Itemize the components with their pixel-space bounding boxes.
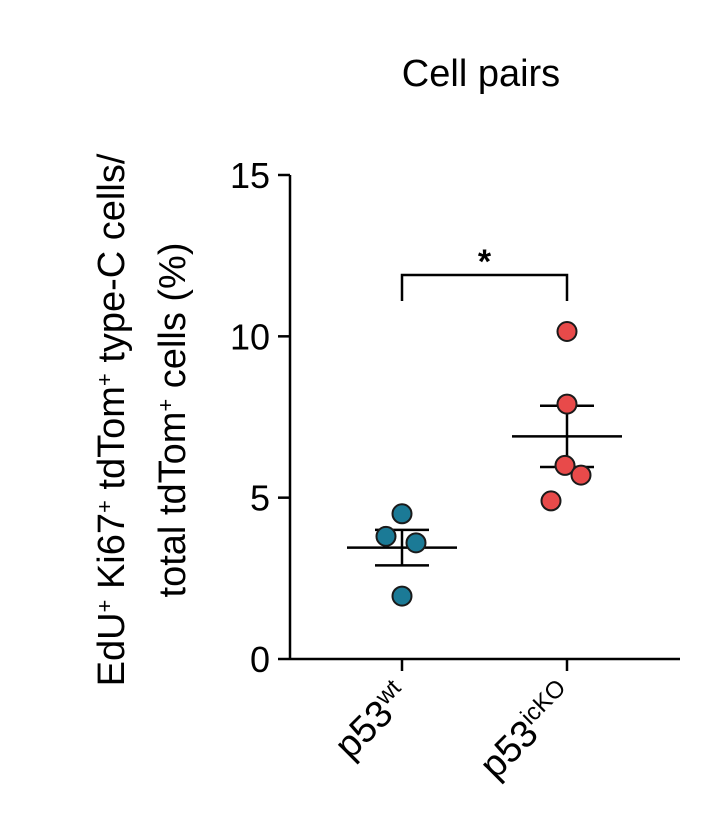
data-point	[391, 503, 413, 525]
axes: 0 5 10 15	[230, 155, 680, 680]
chart-title: Cell pairs	[402, 53, 560, 95]
y-axis-label-part: EdU	[91, 612, 133, 686]
data-point	[540, 490, 562, 512]
y-axis-label-part: tdTom	[91, 386, 133, 500]
data-points	[375, 320, 592, 607]
x-tick-label: p53icKO	[470, 674, 583, 787]
significance-label: *	[478, 243, 492, 281]
y-axis-label-part: +	[92, 500, 117, 513]
data-point	[556, 393, 578, 415]
data-point	[554, 454, 576, 476]
y-axis-label-part: total tdTom	[152, 412, 194, 598]
data-point	[375, 525, 397, 547]
y-tick-label: 10	[230, 316, 270, 357]
y-axis-label-part: cells (%)	[152, 243, 194, 399]
y-tick-label: 5	[250, 478, 270, 519]
x-tick-labels: p53wt p53icKO	[325, 674, 583, 787]
bracket-line	[400, 273, 569, 302]
data-point	[405, 532, 427, 554]
y-axis-label-part: type-C cells/	[91, 153, 133, 373]
data-point	[570, 464, 592, 486]
y-tick-label: 15	[230, 155, 270, 196]
y-tick-label: 0	[250, 639, 270, 680]
y-axis-label-line1: EdU+ Ki67+ tdTom+ type-C cells/	[91, 153, 133, 686]
y-axis-label-part: +	[92, 373, 117, 386]
y-axis-label-part: +	[153, 399, 178, 412]
y-axis-label: EdU+ Ki67+ tdTom+ type-C cells/ total td…	[91, 153, 194, 686]
y-axis-label-part: Ki67	[91, 513, 133, 600]
significance-bracket: *	[400, 243, 569, 302]
y-axis-label-part: +	[92, 600, 117, 613]
x-tick-label: p53wt	[325, 674, 418, 767]
y-axis-label-line2: total tdTom+ cells (%)	[152, 243, 194, 598]
data-point	[391, 585, 413, 607]
data-point	[556, 320, 578, 342]
